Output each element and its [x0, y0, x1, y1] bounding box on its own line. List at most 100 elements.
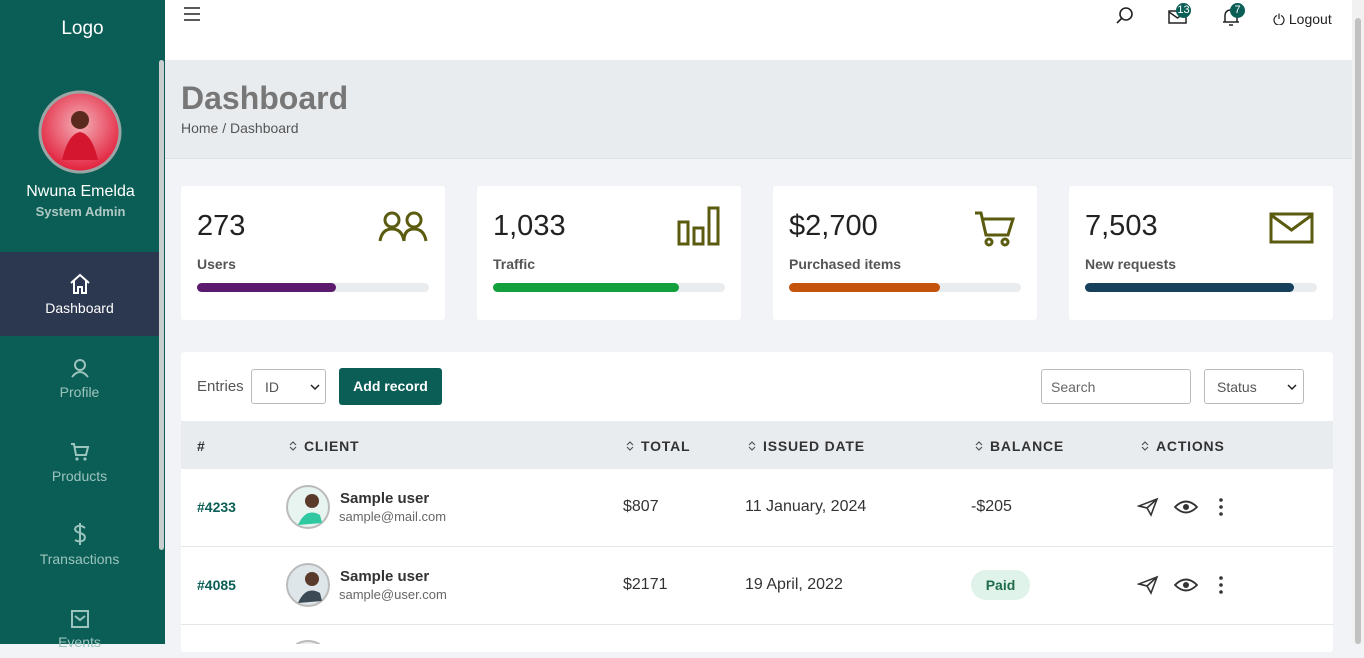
nav-label: Dashboard: [45, 300, 114, 316]
icon-shape: [74, 523, 86, 545]
sidebar-scrollbar[interactable]: [159, 60, 164, 550]
view-action[interactable]: [1174, 577, 1198, 593]
icon-shape: [1183, 504, 1189, 510]
nav-label: Profile: [59, 384, 100, 400]
progress-fill: [1085, 283, 1294, 292]
stat-card: $2,700 Purchased items: [773, 186, 1037, 320]
sort-icon[interactable]: [1140, 438, 1156, 454]
icon-shape: [1119, 7, 1133, 21]
power-icon: [1273, 13, 1285, 26]
balance: -$205: [971, 498, 1012, 515]
logout[interactable]: Logout: [1273, 11, 1332, 27]
add-record-button[interactable]: Add record: [339, 368, 442, 405]
sort-arrows: [748, 441, 756, 451]
search-placeholder: Search: [1051, 379, 1096, 395]
issued-date: 19 April, 2022: [745, 576, 843, 593]
stat-label: New requests: [1085, 256, 1177, 272]
mail-badge: 13: [1176, 3, 1191, 18]
stat-value: 7,503: [1085, 210, 1158, 242]
icon-shape: [71, 371, 89, 378]
row-id[interactable]: #4085: [197, 577, 236, 593]
icon-shape: [1219, 576, 1223, 580]
status-select[interactable]: Status: [1204, 369, 1304, 404]
user-avatar: [38, 90, 122, 174]
icon-shape: [1219, 512, 1223, 516]
stat-value: 1,033: [493, 210, 566, 242]
nav-dashboard[interactable]: Dashboard: [0, 252, 159, 336]
icon-shape: [984, 237, 994, 247]
search-icon[interactable]: [1115, 6, 1135, 26]
icon-shape: [378, 227, 428, 242]
send-action[interactable]: [1137, 575, 1159, 595]
logo[interactable]: Logo: [61, 18, 104, 39]
send-action[interactable]: [1137, 497, 1159, 517]
icon-shape: [975, 441, 983, 451]
nav-profile[interactable]: Profile: [0, 356, 159, 406]
sort-arrows: [975, 441, 983, 451]
icon-shape: [289, 441, 297, 451]
row-id[interactable]: #4233: [197, 499, 236, 515]
issued-date: 11 January, 2024: [745, 498, 867, 515]
breadcrumb[interactable]: Home / Dashboard: [181, 120, 299, 136]
icon-shape: [75, 457, 79, 461]
stat-label: Purchased items: [789, 256, 902, 272]
column-header[interactable]: ISSUED DATE: [747, 438, 865, 454]
icon-shape: [1174, 578, 1198, 592]
column-label: ISSUED DATE: [763, 438, 865, 454]
page-scrollbar[interactable]: [1352, 0, 1364, 644]
sort-icon[interactable]: [747, 438, 763, 454]
client-avatar: [286, 640, 330, 644]
nav-events[interactable]: Events: [0, 608, 159, 658]
client-avatar: [286, 485, 330, 529]
nav-products[interactable]: Products: [0, 440, 159, 490]
more-action[interactable]: [1217, 497, 1225, 517]
column-header[interactable]: BALANCE: [974, 438, 1064, 454]
icon-shape: [677, 220, 690, 246]
icon-shape: [71, 443, 90, 456]
client-name: Sample user: [340, 490, 430, 507]
stat-label: Traffic: [493, 256, 536, 272]
entries-select[interactable]: ID: [251, 369, 326, 404]
progress-fill: [789, 283, 940, 292]
sort-arrows: [1141, 441, 1149, 451]
sort-arrows: [289, 441, 297, 451]
column-header[interactable]: ACTIONS: [1140, 438, 1225, 454]
icon-shape: [70, 273, 90, 294]
table-card: Entries ID Add record Search Status: [181, 352, 1333, 652]
column-header[interactable]: TOTAL: [625, 438, 690, 454]
icon-shape: [405, 211, 423, 229]
sidebar: Logo Nwuna Emelda System Admin Dashboard…: [0, 0, 165, 650]
cart-icon: [975, 211, 1016, 247]
user-role: System Admin: [35, 204, 126, 219]
chevron: [1287, 384, 1297, 391]
icon-shape: [1219, 505, 1223, 509]
icon-shape: [626, 441, 634, 451]
icon-shape: [62, 132, 98, 160]
sort-icon[interactable]: [625, 438, 641, 454]
menu-toggle[interactable]: [183, 6, 201, 22]
logout-label: Logout: [1288, 11, 1332, 27]
column-label: BALANCE: [990, 438, 1065, 454]
icon-shape: [1287, 384, 1297, 391]
nav-transactions[interactable]: Transactions: [0, 522, 159, 572]
more-action[interactable]: [1217, 575, 1225, 595]
icon-shape: [310, 384, 320, 391]
view-action[interactable]: [1174, 499, 1198, 515]
page-header: Dashboard Home / Dashboard: [165, 60, 1352, 159]
stat-value: $2,700: [789, 210, 878, 242]
sort-icon[interactable]: [288, 438, 304, 454]
select-value: Status: [1217, 379, 1257, 395]
progress-track: [1085, 283, 1317, 292]
column-header[interactable]: CLIENT: [288, 438, 359, 454]
scroll-thumb[interactable]: [1355, 18, 1361, 644]
icon-shape: [1273, 13, 1285, 26]
nav-icon: [71, 359, 89, 378]
avatar-image: [286, 485, 330, 529]
column-header: #: [197, 438, 206, 454]
total: $807: [623, 498, 659, 515]
search-input[interactable]: Search: [1041, 369, 1191, 404]
topbar: 13 7 Logout: [165, 0, 1352, 60]
sort-icon[interactable]: [974, 438, 990, 454]
icon-shape: [1219, 590, 1223, 594]
icon-shape: [975, 211, 1016, 247]
